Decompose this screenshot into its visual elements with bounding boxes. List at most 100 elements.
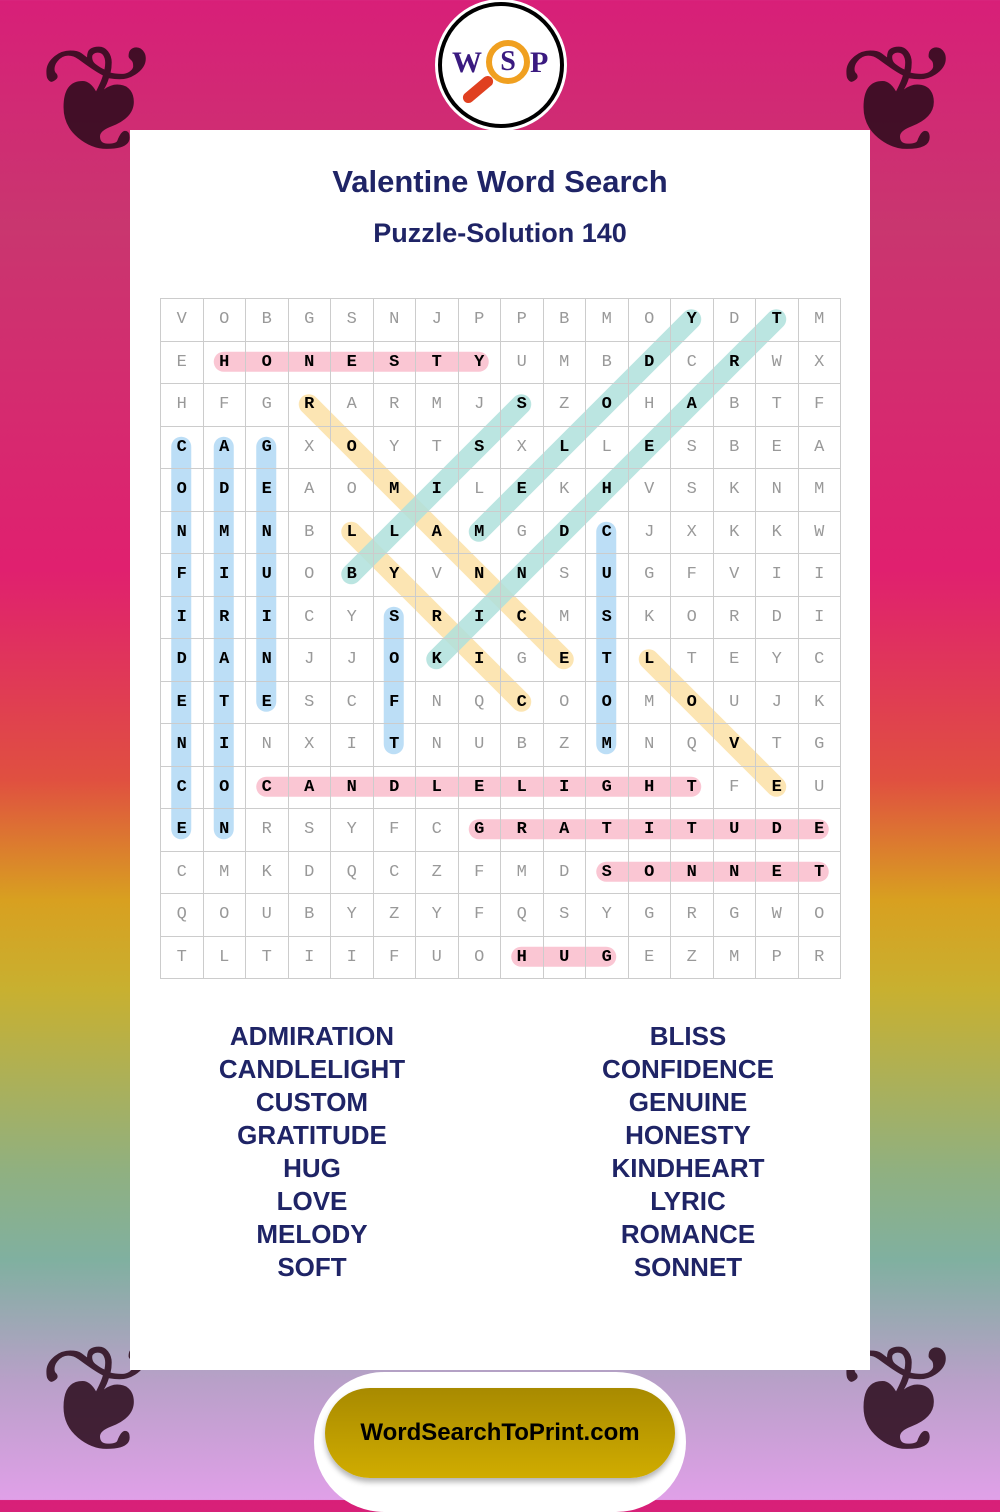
grid-cell[interactable]: T <box>203 681 246 724</box>
grid-cell[interactable]: D <box>713 299 756 342</box>
grid-cell[interactable]: B <box>501 724 544 767</box>
grid-cell[interactable]: Q <box>458 681 501 724</box>
grid-cell[interactable]: B <box>288 511 331 554</box>
grid-cell[interactable]: H <box>628 766 671 809</box>
grid-cell[interactable]: D <box>543 511 586 554</box>
grid-cell[interactable]: S <box>586 851 629 894</box>
grid-cell[interactable]: O <box>203 894 246 937</box>
grid-cell[interactable]: B <box>586 341 629 384</box>
grid-cell[interactable]: Z <box>543 724 586 767</box>
grid-cell[interactable]: L <box>628 639 671 682</box>
grid-cell[interactable]: E <box>628 936 671 979</box>
grid-cell[interactable]: C <box>798 639 841 682</box>
grid-cell[interactable]: N <box>713 851 756 894</box>
grid-cell[interactable]: Q <box>671 724 714 767</box>
grid-cell[interactable]: T <box>373 724 416 767</box>
grid-cell[interactable]: F <box>373 936 416 979</box>
grid-cell[interactable]: K <box>628 596 671 639</box>
grid-cell[interactable]: H <box>586 469 629 512</box>
grid-cell[interactable]: L <box>458 469 501 512</box>
grid-cell[interactable]: A <box>798 426 841 469</box>
grid-cell[interactable]: G <box>586 766 629 809</box>
grid-cell[interactable]: Y <box>331 894 374 937</box>
grid-cell[interactable]: Y <box>373 554 416 597</box>
grid-cell[interactable]: O <box>458 936 501 979</box>
grid-cell[interactable]: O <box>628 299 671 342</box>
grid-cell[interactable]: E <box>543 639 586 682</box>
grid-cell[interactable]: I <box>246 596 289 639</box>
grid-cell[interactable]: B <box>246 299 289 342</box>
grid-cell[interactable]: T <box>416 426 459 469</box>
grid-cell[interactable]: F <box>713 766 756 809</box>
grid-cell[interactable]: Y <box>671 299 714 342</box>
grid-cell[interactable]: A <box>331 384 374 427</box>
grid-cell[interactable]: M <box>543 341 586 384</box>
grid-cell[interactable]: D <box>756 596 799 639</box>
grid-cell[interactable]: C <box>671 341 714 384</box>
grid-cell[interactable]: S <box>671 469 714 512</box>
grid-cell[interactable]: J <box>756 681 799 724</box>
grid-cell[interactable]: T <box>671 766 714 809</box>
grid-cell[interactable]: I <box>331 936 374 979</box>
grid-cell[interactable]: G <box>628 894 671 937</box>
wsp-logo[interactable]: W S P <box>438 2 564 128</box>
grid-cell[interactable]: R <box>203 596 246 639</box>
grid-cell[interactable]: G <box>288 299 331 342</box>
grid-cell[interactable]: A <box>671 384 714 427</box>
grid-cell[interactable]: S <box>288 809 331 852</box>
grid-cell[interactable]: S <box>501 384 544 427</box>
grid-cell[interactable]: U <box>501 341 544 384</box>
grid-cell[interactable]: U <box>543 936 586 979</box>
grid-cell[interactable]: Q <box>161 894 204 937</box>
grid-cell[interactable]: D <box>161 639 204 682</box>
grid-cell[interactable]: C <box>161 851 204 894</box>
grid-cell[interactable]: K <box>246 851 289 894</box>
grid-cell[interactable]: Y <box>416 894 459 937</box>
grid-cell[interactable]: V <box>628 469 671 512</box>
grid-cell[interactable]: R <box>501 809 544 852</box>
grid-cell[interactable]: H <box>203 341 246 384</box>
grid-cell[interactable]: O <box>373 639 416 682</box>
grid-cell[interactable]: O <box>288 554 331 597</box>
grid-cell[interactable]: B <box>288 894 331 937</box>
grid-cell[interactable]: H <box>501 936 544 979</box>
grid-cell[interactable]: G <box>458 809 501 852</box>
grid-cell[interactable]: U <box>713 809 756 852</box>
grid-cell[interactable]: J <box>416 299 459 342</box>
grid-cell[interactable]: F <box>161 554 204 597</box>
grid-cell[interactable]: I <box>161 596 204 639</box>
grid-cell[interactable]: F <box>373 681 416 724</box>
grid-cell[interactable]: X <box>798 341 841 384</box>
grid-cell[interactable]: D <box>373 766 416 809</box>
grid-cell[interactable]: I <box>288 936 331 979</box>
grid-cell[interactable]: T <box>756 299 799 342</box>
grid-cell[interactable]: X <box>288 426 331 469</box>
grid-cell[interactable]: E <box>458 766 501 809</box>
grid-cell[interactable]: M <box>798 299 841 342</box>
grid-cell[interactable]: B <box>713 426 756 469</box>
grid-cell[interactable]: O <box>331 469 374 512</box>
grid-cell[interactable]: M <box>501 851 544 894</box>
grid-cell[interactable]: T <box>671 639 714 682</box>
grid-cell[interactable]: J <box>331 639 374 682</box>
grid-cell[interactable]: D <box>203 469 246 512</box>
grid-cell[interactable]: A <box>543 809 586 852</box>
grid-cell[interactable]: O <box>543 681 586 724</box>
grid-cell[interactable]: C <box>416 809 459 852</box>
grid-cell[interactable]: E <box>246 681 289 724</box>
grid-cell[interactable]: T <box>798 851 841 894</box>
grid-cell[interactable]: C <box>331 681 374 724</box>
grid-cell[interactable]: O <box>246 341 289 384</box>
grid-cell[interactable]: B <box>543 299 586 342</box>
grid-cell[interactable]: X <box>501 426 544 469</box>
grid-cell[interactable]: I <box>756 554 799 597</box>
grid-cell[interactable]: K <box>798 681 841 724</box>
grid-cell[interactable]: E <box>713 639 756 682</box>
grid-cell[interactable]: M <box>203 851 246 894</box>
grid-cell[interactable]: X <box>288 724 331 767</box>
grid-cell[interactable]: C <box>501 596 544 639</box>
grid-cell[interactable]: N <box>373 299 416 342</box>
grid-cell[interactable]: S <box>288 681 331 724</box>
grid-cell[interactable]: M <box>203 511 246 554</box>
grid-cell[interactable]: S <box>543 894 586 937</box>
